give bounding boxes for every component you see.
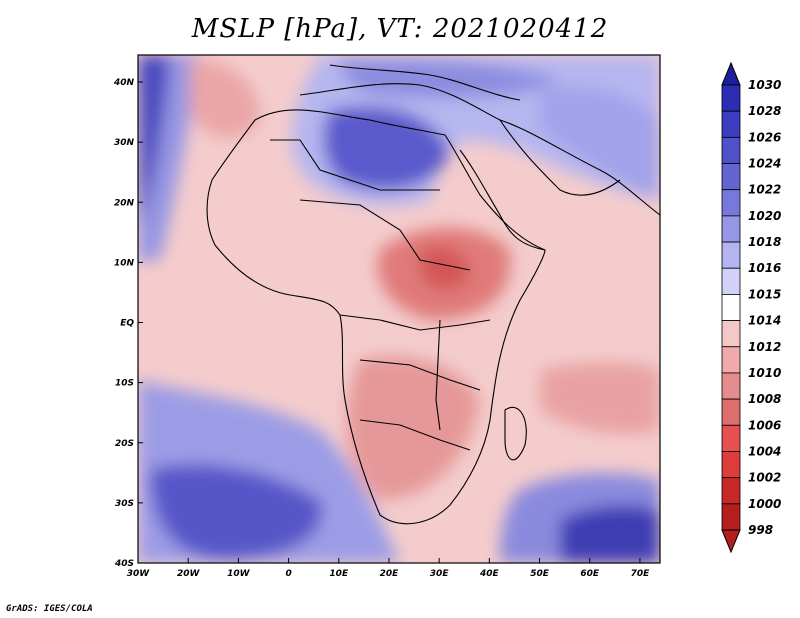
colorbar-swatch	[721, 189, 741, 217]
x-tick-label: 50E	[530, 569, 550, 579]
colorbar-swatch	[721, 346, 741, 374]
colorbar-swatch	[721, 451, 741, 479]
colorbar-swatch	[721, 267, 741, 295]
colorbar-swatch	[721, 110, 741, 138]
x-tick-label: 40E	[479, 569, 500, 579]
x-tick-label: 0	[285, 569, 291, 579]
y-tick-label: 40N	[113, 78, 135, 88]
colorbar-swatch	[721, 477, 741, 505]
y-tick-label: 10N	[114, 258, 135, 268]
y-tick-label: 40S	[114, 559, 134, 569]
colorbar-swatch	[721, 163, 741, 191]
y-tick-label: 20N	[114, 198, 135, 208]
colorbar-label: 998	[748, 523, 773, 537]
map-frame	[137, 54, 661, 564]
x-axis: 30W 20W 10W 0 10E 20E 30E 40E 50E 60E 70E	[127, 558, 650, 579]
colorbar-label: 1022	[748, 183, 781, 197]
colorbar-swatch	[721, 372, 741, 400]
colorbar-label: 1016	[748, 261, 781, 275]
colorbar-swatch	[721, 215, 741, 243]
y-tick-label: EQ	[120, 319, 134, 329]
x-tick-label: 10E	[329, 569, 349, 579]
y-axis: 40N 30N 20N 10N EQ 10S 20S 30S 40S	[113, 78, 143, 569]
colorbar-label: 1008	[748, 392, 781, 406]
colorbar-swatch	[721, 136, 741, 164]
colorbar-swatch	[721, 398, 741, 426]
colorbar-label: 1020	[748, 209, 781, 223]
colorbar-label: 1010	[748, 366, 781, 380]
y-tick-label: 30N	[114, 138, 135, 148]
colorbar-label: 1018	[748, 235, 781, 249]
colorbar-swatch	[721, 503, 741, 531]
colorbar-label: 1004	[748, 444, 781, 458]
colorbar-label: 1002	[748, 471, 781, 485]
x-tick-label: 30W	[127, 569, 151, 579]
x-tick-label: 60E	[580, 569, 600, 579]
credit-label: GrADS: IGES/COLA	[6, 604, 93, 614]
colorbar-swatch	[721, 294, 741, 321]
pressure-field	[138, 55, 660, 563]
colorbar-label: 1030	[748, 78, 781, 92]
colorbar-swatch	[721, 320, 741, 348]
colorbar-label: 1028	[748, 104, 781, 118]
y-tick-label: 30S	[115, 499, 134, 509]
colorbar-label: 1006	[748, 418, 781, 432]
colorbar-swatch	[721, 424, 741, 452]
colorbar-label: 1000	[748, 497, 781, 511]
colorbar-label: 1026	[748, 130, 781, 144]
colorbar-label: 1015	[748, 287, 781, 301]
colorbar-swatch	[721, 84, 741, 112]
colorbar-bottom-arrow	[721, 529, 741, 554]
y-tick-label: 20S	[115, 439, 134, 449]
map-title: MSLP [hPa], VT: 2021020412	[191, 14, 609, 44]
colorbar-label: 1014	[748, 314, 781, 328]
x-tick-label: 20W	[177, 569, 201, 579]
x-tick-label: 20E	[380, 569, 400, 579]
colorbar-top-arrow	[721, 61, 741, 86]
x-tick-label: 10W	[227, 569, 251, 579]
y-tick-label: 10S	[115, 379, 134, 389]
colorbar-label: 1012	[748, 340, 781, 354]
x-tick-label: 70E	[631, 569, 651, 579]
colorbar-label: 1024	[748, 157, 781, 171]
x-tick-label: 30E	[430, 569, 450, 579]
colorbar-swatch	[721, 241, 741, 269]
colorbar: 1030 1028 1026 1024 1022 1020 1018 1016 1015 1014…	[721, 61, 781, 554]
